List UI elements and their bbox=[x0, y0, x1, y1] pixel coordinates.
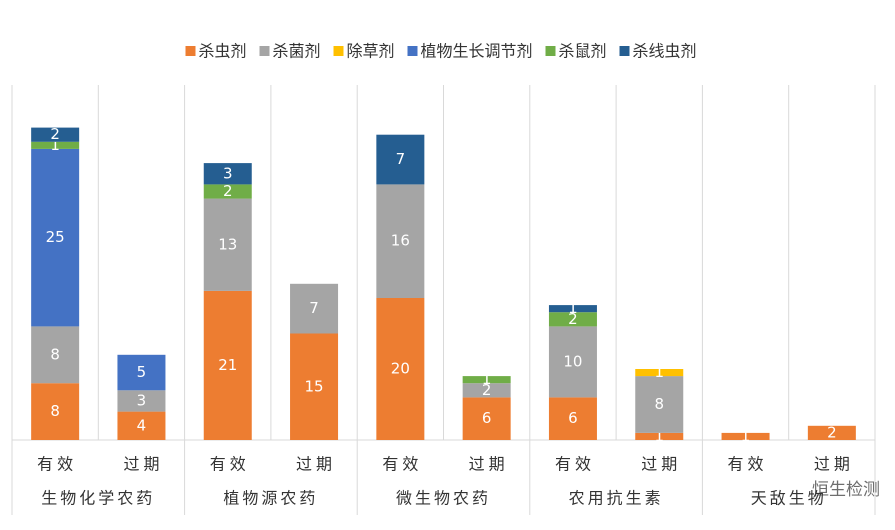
legend-label: 杀菌剂 bbox=[273, 42, 321, 61]
group-label: 植物源农药 bbox=[223, 489, 318, 508]
watermark: 恒生检测 bbox=[812, 480, 880, 500]
legend-swatch bbox=[333, 46, 344, 56]
legend-swatch bbox=[407, 46, 418, 56]
data-label: 1 bbox=[568, 299, 578, 317]
data-label: 16 bbox=[391, 232, 410, 250]
bar-segment bbox=[635, 369, 684, 377]
bar-segment bbox=[117, 411, 166, 440]
bar-segment bbox=[290, 283, 339, 334]
data-label: 1 bbox=[741, 427, 751, 445]
bar-segment bbox=[117, 390, 166, 412]
data-label: 2 bbox=[223, 182, 233, 200]
legend-swatch bbox=[545, 46, 556, 56]
x-tick-label: 有效 bbox=[555, 455, 595, 474]
data-label: 7 bbox=[309, 299, 319, 317]
bar-segment bbox=[117, 354, 166, 391]
x-tick-label: 过期 bbox=[296, 455, 336, 474]
bar-segment bbox=[548, 305, 597, 313]
data-label: 21 bbox=[218, 356, 237, 374]
x-tick-label: 过期 bbox=[469, 455, 509, 474]
data-label: 2 bbox=[568, 310, 578, 328]
bar-segment bbox=[462, 383, 511, 398]
data-label: 4 bbox=[137, 416, 147, 434]
data-label: 10 bbox=[563, 352, 582, 370]
bar-segment bbox=[290, 333, 339, 440]
bar-segment bbox=[462, 397, 511, 440]
bar-segment bbox=[203, 198, 252, 291]
bar-segment bbox=[31, 141, 80, 149]
bar-segment bbox=[635, 432, 684, 440]
data-label: 2 bbox=[50, 125, 60, 143]
legend-label: 植物生长调节剂 bbox=[421, 42, 533, 61]
data-label: 6 bbox=[482, 409, 492, 427]
bar-segment bbox=[203, 163, 252, 185]
x-tick-label: 过期 bbox=[641, 455, 681, 474]
legend-label: 杀鼠剂 bbox=[559, 42, 607, 61]
data-label: 25 bbox=[46, 228, 65, 246]
legend-swatch bbox=[259, 46, 270, 56]
data-label: 8 bbox=[50, 402, 60, 420]
bar-segment bbox=[31, 148, 80, 327]
legend-label: 除草剂 bbox=[347, 42, 395, 61]
data-label: 5 bbox=[137, 363, 147, 381]
data-label: 8 bbox=[654, 395, 664, 413]
bar-segment bbox=[203, 290, 252, 440]
bar-segment bbox=[807, 425, 856, 440]
bar-segment bbox=[31, 326, 80, 384]
data-label: 3 bbox=[137, 391, 147, 409]
data-label: 20 bbox=[391, 360, 410, 378]
bar-segment bbox=[376, 184, 425, 298]
bar-segment bbox=[721, 432, 770, 440]
bar-segment bbox=[462, 376, 511, 384]
bar-segment bbox=[376, 298, 425, 440]
legend-label: 杀虫剂 bbox=[199, 42, 247, 61]
data-label: 6 bbox=[568, 409, 578, 427]
x-tick-label: 过期 bbox=[123, 455, 163, 474]
bar-segment bbox=[635, 376, 684, 433]
bar-segment bbox=[548, 312, 597, 327]
x-tick-label: 有效 bbox=[728, 455, 768, 474]
data-label: 1 bbox=[654, 427, 664, 445]
data-label: 2 bbox=[482, 381, 492, 399]
bar-segment bbox=[31, 127, 80, 142]
bar-segment bbox=[31, 383, 80, 440]
x-tick-label: 有效 bbox=[382, 455, 422, 474]
bar-segment bbox=[548, 397, 597, 440]
data-label: 7 bbox=[396, 150, 406, 168]
group-label: 农用抗生素 bbox=[569, 489, 664, 508]
group-label: 微生物农药 bbox=[396, 489, 491, 508]
bar-segment bbox=[376, 134, 425, 185]
legend-swatch bbox=[619, 46, 630, 56]
group-label: 天敌生物 bbox=[751, 489, 827, 508]
x-tick-label: 有效 bbox=[210, 455, 250, 474]
data-label: 15 bbox=[305, 377, 324, 395]
bar-segment bbox=[548, 326, 597, 398]
x-tick-label: 有效 bbox=[37, 455, 77, 474]
data-label: 1 bbox=[482, 370, 492, 388]
data-label: 8 bbox=[50, 345, 60, 363]
bar-segment bbox=[203, 184, 252, 199]
data-label: 1 bbox=[50, 136, 60, 154]
data-label: 13 bbox=[218, 235, 237, 253]
data-label: 3 bbox=[223, 164, 233, 182]
legend-label: 杀线虫剂 bbox=[633, 42, 697, 61]
x-tick-label: 过期 bbox=[814, 455, 854, 474]
data-label: 1 bbox=[654, 363, 664, 381]
legend-swatch bbox=[185, 46, 196, 56]
data-label: 2 bbox=[827, 423, 837, 441]
group-label: 生物化学农药 bbox=[41, 489, 155, 508]
